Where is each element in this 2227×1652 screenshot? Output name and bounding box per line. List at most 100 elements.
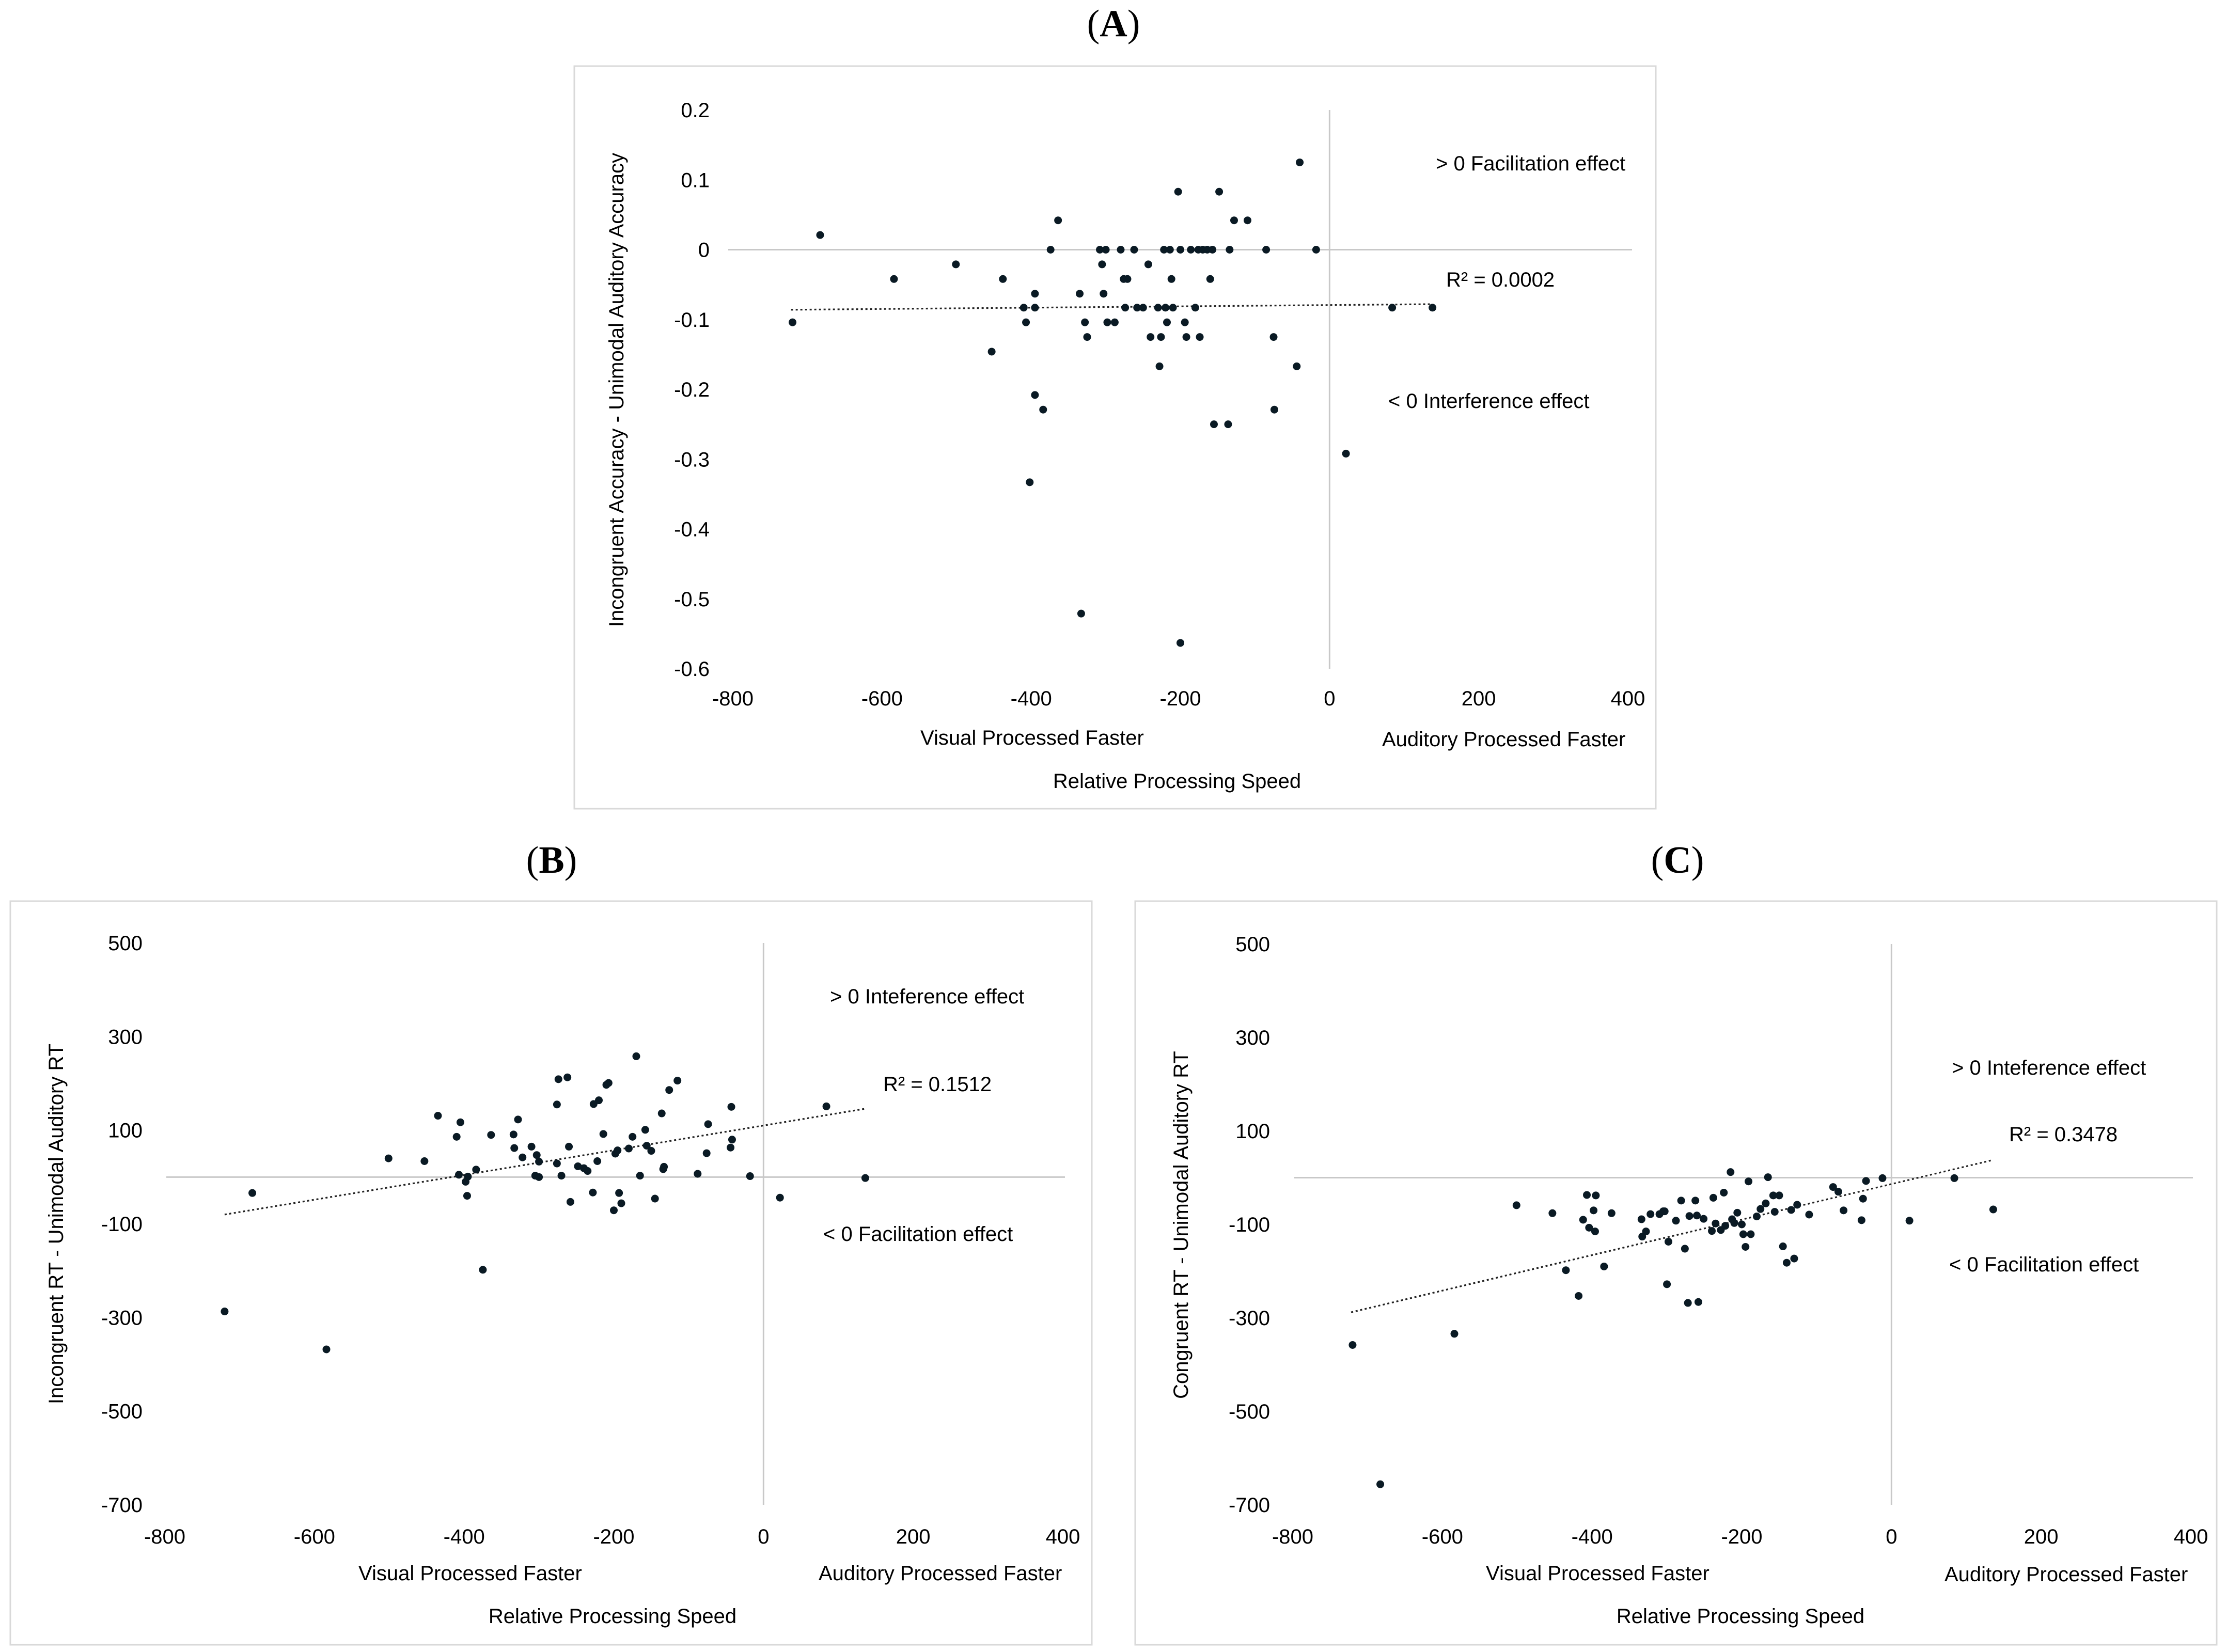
panel-c-data-point xyxy=(1878,1174,1887,1182)
panel-c-data-point xyxy=(1646,1210,1655,1218)
panel-c-y-tick-label: 300 xyxy=(1235,1027,1270,1049)
panel-c-data-point xyxy=(1585,1223,1593,1232)
panel-c-data-point xyxy=(1840,1206,1848,1215)
panel-a-data-point xyxy=(1110,318,1119,326)
panel-b-data-point xyxy=(487,1131,495,1139)
panel-a-x-tick-label: -800 xyxy=(712,687,754,710)
panel-a-data-point xyxy=(1157,333,1165,341)
panel-b-data-point xyxy=(728,1136,736,1144)
panel-c-x-tick-label: -200 xyxy=(1721,1525,1762,1548)
panel-c-data-point xyxy=(1575,1292,1583,1300)
panel-b-data-point xyxy=(702,1149,711,1157)
panel-b-annotation-top: > 0 Inteference effect xyxy=(830,985,1024,1008)
panel-a-data-point xyxy=(1296,158,1304,166)
panel-c-data-point xyxy=(1727,1168,1735,1176)
panel-b-data-point xyxy=(641,1126,649,1134)
panel-c-data-point xyxy=(1805,1210,1813,1219)
panel-c-data-point xyxy=(1685,1212,1693,1220)
panel-b-y-tick-label: -100 xyxy=(101,1213,143,1236)
panel-c-trendline xyxy=(1351,1159,1994,1313)
panel-a-y-tick-label: -0.4 xyxy=(674,518,710,541)
panel-a-x-right-note: Auditory Processed Faster xyxy=(1382,728,1625,751)
panel-b-y-tick-label: 100 xyxy=(108,1120,143,1142)
panel-b-data-point xyxy=(510,1144,519,1152)
panel-c-data-point xyxy=(1782,1258,1791,1267)
panel-a-plot: 0.2 0.1 0 -0.1 -0.2 -0.3 -0.4 -0.5 -0.6-800 -600 -… xyxy=(674,99,1645,710)
panel-b-trendline xyxy=(224,1108,866,1216)
panel-c-data-point xyxy=(1770,1208,1779,1216)
panel-c-data-point xyxy=(1450,1330,1458,1338)
panel-b-data-point xyxy=(727,1143,735,1152)
panel-b-frame xyxy=(9,900,1093,1646)
panel-a-data-point xyxy=(1100,290,1108,298)
panel-a-data-point xyxy=(1177,246,1184,254)
panel-b-data-point xyxy=(322,1345,331,1354)
panel-b-x-axis-title: Relative Processing Speed xyxy=(489,1605,736,1628)
panel-a-data-point xyxy=(1054,216,1062,225)
panel-b-data-point xyxy=(420,1157,429,1166)
panel-a-y-tick-label: -0.1 xyxy=(674,309,710,332)
panel-b-data-point xyxy=(746,1172,754,1181)
panel-c-data-point xyxy=(1708,1227,1716,1235)
panel-a-data-point xyxy=(1206,275,1214,283)
panel-a-text: > 0 Facilitation effect < 0 Interference… xyxy=(605,152,1625,793)
panel-c-data-point xyxy=(1562,1266,1570,1275)
panel-a-data-point xyxy=(1270,405,1278,414)
panel-c-data-point xyxy=(1642,1228,1650,1236)
panel-b-x-tick-label: -800 xyxy=(144,1525,185,1548)
panel-a-x-tick-label: 400 xyxy=(1611,687,1645,710)
panel-b-y-tick-label: -700 xyxy=(101,1494,143,1517)
panel-a-r2-label: R² = 0.0002 xyxy=(1446,269,1555,291)
panel-a-data-point xyxy=(1098,260,1106,269)
panel-c-data-point xyxy=(1790,1254,1798,1263)
panel-c-data-point xyxy=(1548,1209,1557,1217)
panel-c-x-tick-label: 200 xyxy=(2024,1525,2059,1548)
panel-b-data-point xyxy=(532,1151,541,1159)
panel-c-data-point xyxy=(1762,1199,1770,1207)
panel-c-data-point xyxy=(1857,1216,1865,1224)
panel-c-y-tick-label: 100 xyxy=(1235,1120,1270,1143)
panel-a-data-point xyxy=(1026,478,1034,486)
panel-a-data-point xyxy=(1031,290,1039,298)
panel-b-x-left-note: Visual Processed Faster xyxy=(358,1562,582,1585)
panel-c-data-point xyxy=(1700,1215,1708,1223)
panel-b-data-point xyxy=(452,1132,461,1141)
panel-a-data-point xyxy=(1162,304,1170,312)
panel-a-data-point xyxy=(1102,246,1110,254)
panel-b-data-point xyxy=(509,1130,517,1139)
panel-c-data-point xyxy=(1590,1206,1598,1215)
panel-a-data-point xyxy=(952,260,960,269)
panel-a-frame xyxy=(573,65,1657,810)
panel-c-data-point xyxy=(1712,1219,1720,1228)
panel-c-data-point xyxy=(1691,1197,1700,1205)
panel-c-data-point xyxy=(1663,1280,1671,1288)
panel-c-data-point xyxy=(1834,1188,1842,1196)
panel-b-data-point xyxy=(553,1100,561,1109)
panel-c-x-tick-label: 0 xyxy=(1886,1525,1897,1548)
panel-c-x-tick-label: 400 xyxy=(2174,1525,2208,1548)
panel-a-data-point xyxy=(1429,304,1437,312)
panel-c-data-point xyxy=(1684,1299,1692,1307)
panel-a-data-point xyxy=(1031,391,1039,399)
panel-c-y-tick-label: -100 xyxy=(1229,1214,1270,1236)
panel-c-data-point xyxy=(1672,1217,1680,1225)
panel-a-data-point xyxy=(1262,246,1271,254)
panel-b-x-tick-label: 400 xyxy=(1046,1525,1080,1548)
panel-a-data-point xyxy=(1226,246,1234,254)
panel-c-data-point xyxy=(1769,1191,1777,1200)
panel-b-y-tick-label: -300 xyxy=(101,1307,143,1329)
panel-b-data-point xyxy=(861,1174,869,1182)
panel-b-data-point xyxy=(632,1052,640,1060)
panel-b-data-point xyxy=(519,1153,527,1161)
panel-a-x-left-note: Visual Processed Faster xyxy=(920,727,1144,749)
panel-b-data-point xyxy=(647,1147,655,1155)
panel-a-trendline xyxy=(791,303,1433,311)
panel-a-data-point xyxy=(1031,304,1039,312)
panel-a-data-point xyxy=(890,275,898,283)
panel-b-x-tick-label: -600 xyxy=(294,1525,335,1548)
panel-c-y-tick-label: 500 xyxy=(1235,933,1270,956)
panel-a-y-axis-title: Incongruent Accuracy - Unimodal Auditory… xyxy=(605,153,628,627)
panel-b-data-point xyxy=(704,1120,712,1128)
panel-b-data-point xyxy=(514,1115,522,1124)
panel-a-data-point xyxy=(1342,449,1350,458)
